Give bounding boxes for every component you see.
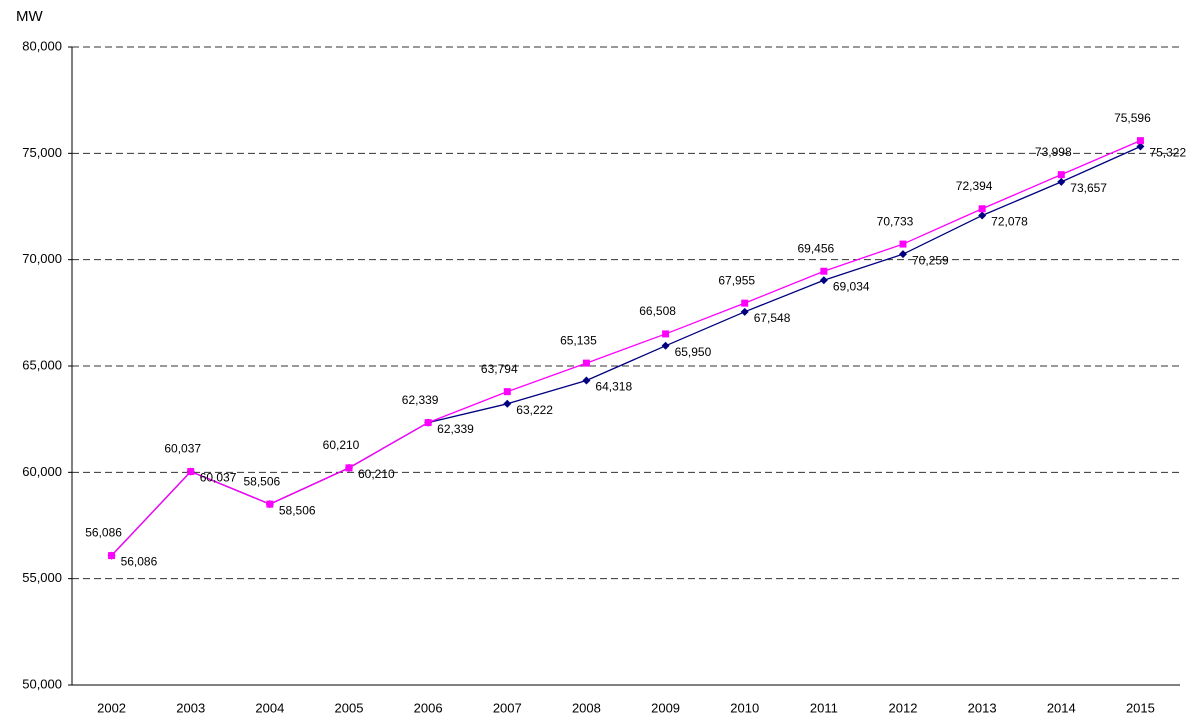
y-tick-label: 80,000 bbox=[22, 38, 62, 53]
x-tick-label: 2012 bbox=[889, 700, 918, 715]
data-label: 67,548 bbox=[754, 311, 791, 325]
marker bbox=[108, 552, 116, 560]
marker bbox=[503, 399, 512, 408]
x-tick-label: 2005 bbox=[335, 700, 364, 715]
data-label: 72,078 bbox=[991, 215, 1028, 229]
data-label: 62,339 bbox=[437, 422, 474, 436]
series-line bbox=[111, 145, 1141, 557]
data-label: 69,456 bbox=[798, 241, 835, 255]
data-label: 58,506 bbox=[279, 503, 316, 517]
series-line bbox=[111, 140, 1141, 557]
data-label: 60,037 bbox=[164, 442, 201, 456]
marker bbox=[1057, 171, 1065, 179]
x-tick-label: 2013 bbox=[968, 700, 997, 715]
data-label: 60,037 bbox=[200, 471, 237, 485]
marker bbox=[266, 500, 274, 508]
x-tick-label: 2003 bbox=[176, 700, 205, 715]
data-label: 75,322 bbox=[1149, 146, 1186, 160]
marker bbox=[582, 359, 590, 367]
x-tick-label: 2011 bbox=[810, 700, 838, 715]
y-tick-label: 50,000 bbox=[22, 676, 62, 691]
marker bbox=[187, 468, 195, 476]
marker bbox=[661, 341, 670, 350]
marker bbox=[1057, 177, 1066, 186]
data-label: 64,318 bbox=[595, 380, 632, 394]
x-tick-label: 2014 bbox=[1047, 700, 1076, 715]
data-label: 58,506 bbox=[244, 474, 281, 488]
marker bbox=[424, 419, 432, 427]
x-tick-label: 2006 bbox=[414, 700, 443, 715]
marker bbox=[1136, 142, 1145, 151]
data-label: 62,339 bbox=[402, 393, 439, 407]
marker bbox=[1136, 137, 1144, 145]
y-tick-label: 70,000 bbox=[22, 251, 62, 266]
marker bbox=[819, 276, 828, 285]
y-axis-title: MW bbox=[16, 8, 43, 25]
data-label: 60,210 bbox=[358, 467, 395, 481]
data-label: 63,794 bbox=[481, 362, 518, 376]
marker bbox=[662, 330, 670, 338]
x-tick-label: 2008 bbox=[572, 700, 601, 715]
y-tick-label: 75,000 bbox=[22, 145, 62, 160]
marker bbox=[741, 299, 749, 307]
data-label: 66,508 bbox=[639, 304, 676, 318]
data-label: 67,955 bbox=[718, 273, 755, 287]
x-tick-label: 2002 bbox=[97, 700, 126, 715]
marker bbox=[582, 376, 591, 385]
y-tick-label: 55,000 bbox=[22, 570, 62, 585]
y-tick-label: 65,000 bbox=[22, 357, 62, 372]
data-label: 73,998 bbox=[1035, 145, 1072, 159]
data-label: 56,086 bbox=[85, 526, 122, 540]
data-label: 70,259 bbox=[912, 253, 949, 267]
marker bbox=[978, 211, 987, 220]
data-label: 60,210 bbox=[323, 438, 360, 452]
marker bbox=[503, 388, 511, 396]
data-label: 73,657 bbox=[1070, 181, 1107, 195]
data-label: 69,034 bbox=[833, 279, 870, 293]
data-label: 72,394 bbox=[956, 179, 993, 193]
x-tick-label: 2015 bbox=[1126, 700, 1155, 715]
x-tick-label: 2007 bbox=[493, 700, 522, 715]
data-label: 56,086 bbox=[121, 555, 158, 569]
marker bbox=[978, 205, 986, 213]
data-label: 65,135 bbox=[560, 333, 597, 347]
x-tick-label: 2004 bbox=[255, 700, 284, 715]
x-tick-label: 2009 bbox=[651, 700, 680, 715]
y-tick-label: 60,000 bbox=[22, 464, 62, 479]
data-label: 63,222 bbox=[516, 403, 553, 417]
data-label: 75,596 bbox=[1114, 111, 1151, 125]
marker bbox=[345, 464, 353, 472]
x-tick-label: 2010 bbox=[730, 700, 759, 715]
marker bbox=[740, 307, 749, 316]
marker bbox=[820, 267, 828, 275]
data-label: 65,950 bbox=[675, 345, 712, 359]
marker bbox=[899, 240, 907, 248]
marker bbox=[899, 250, 907, 259]
data-label: 70,733 bbox=[877, 214, 914, 228]
